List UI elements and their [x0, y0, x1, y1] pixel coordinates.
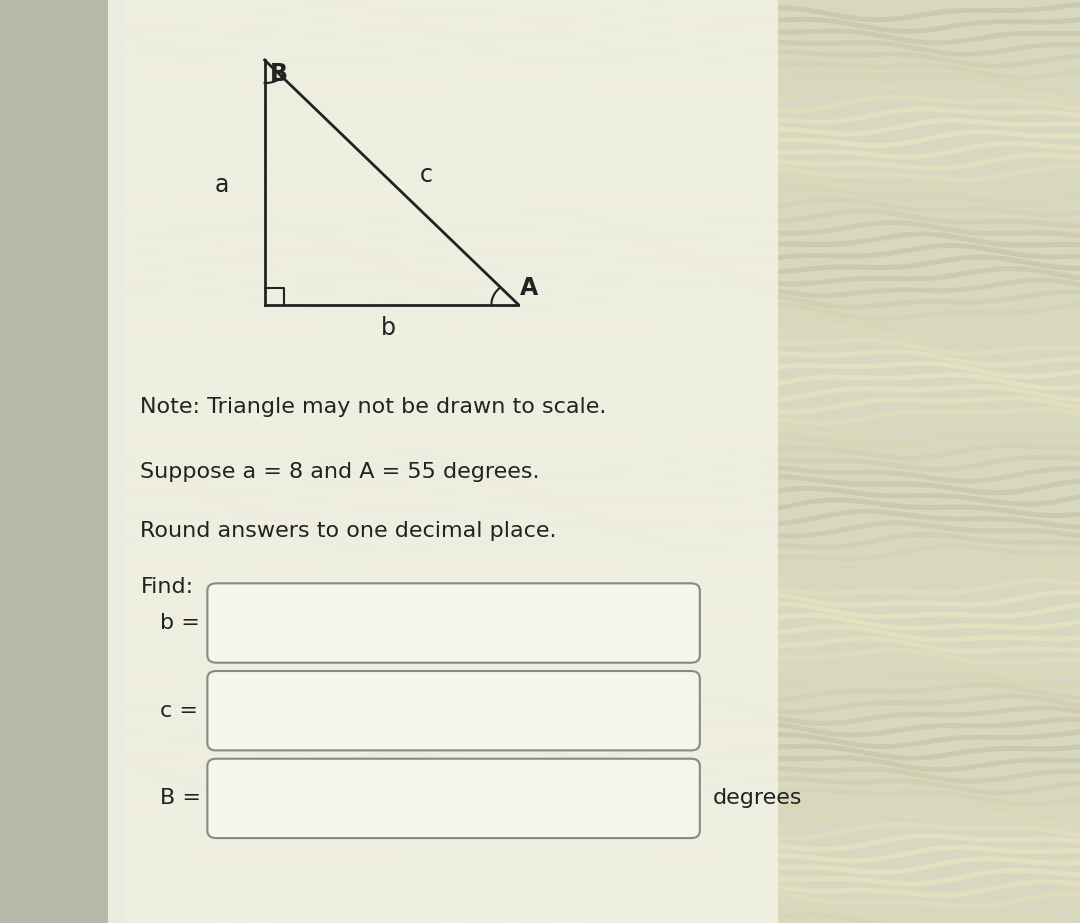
Text: c =: c =: [160, 701, 198, 721]
Text: b =: b =: [160, 613, 200, 633]
Text: degrees: degrees: [713, 788, 802, 809]
Text: Note: Triangle may not be drawn to scale.: Note: Triangle may not be drawn to scale…: [140, 397, 607, 417]
Text: B: B: [270, 62, 287, 86]
Text: c: c: [420, 163, 433, 187]
Bar: [0, 0, 124, 923]
Text: Find:: Find:: [140, 577, 193, 597]
FancyBboxPatch shape: [207, 671, 700, 750]
FancyBboxPatch shape: [207, 759, 700, 838]
FancyBboxPatch shape: [207, 583, 700, 663]
Text: b: b: [381, 316, 396, 340]
Text: a: a: [214, 173, 229, 197]
Bar: [108, 0, 778, 923]
Text: A: A: [521, 276, 538, 300]
Text: Suppose a = 8 and A = 55 degrees.: Suppose a = 8 and A = 55 degrees.: [140, 462, 540, 482]
Text: B =: B =: [160, 788, 201, 809]
Text: Round answers to one decimal place.: Round answers to one decimal place.: [140, 521, 557, 542]
